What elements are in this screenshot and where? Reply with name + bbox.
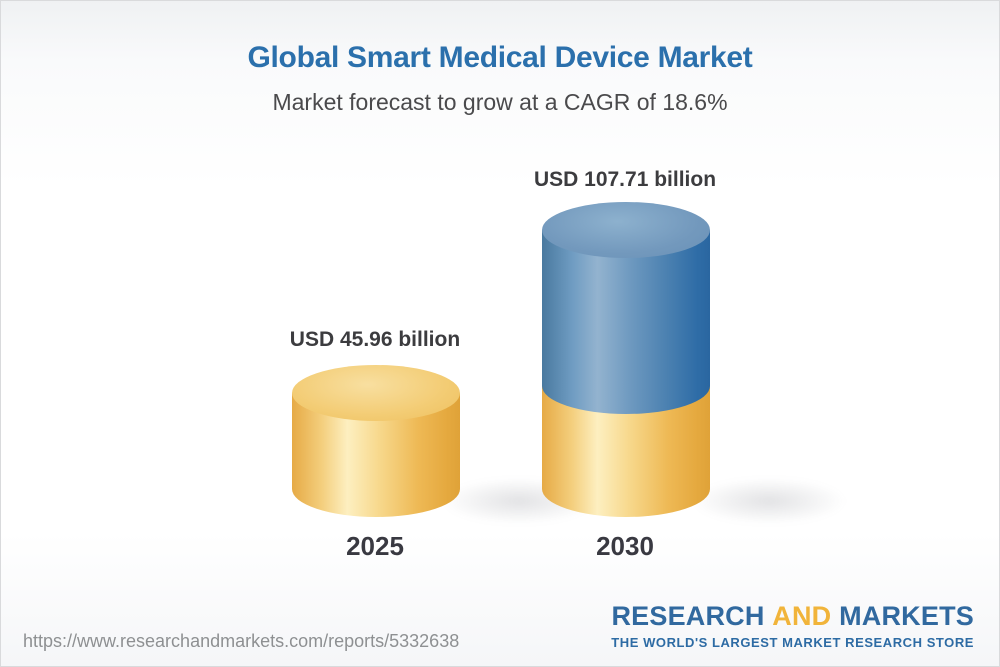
chart-title: Global Smart Medical Device Market [247, 41, 753, 74]
report-url: https://www.researchandmarkets.com/repor… [23, 631, 460, 651]
logo-tagline: THE WORLD'S LARGEST MARKET RESEARCH STOR… [611, 634, 974, 650]
bar-2025-top-ellipse [292, 365, 460, 421]
bar-2030-shadow [689, 477, 849, 525]
research-and-markets-logo: RESEARCH AND MARKETS THE WORLD'S LARGEST… [611, 601, 974, 650]
value-label-2030: USD 107.71 billion [533, 168, 717, 191]
logo-wordmark: RESEARCH AND MARKETS [611, 601, 974, 632]
axis-label-2025: 2025 [346, 531, 404, 561]
bar-2030-top-ellipse [542, 202, 710, 258]
logo-word-and: AND [772, 601, 832, 631]
logo-word-markets: MARKETS [839, 601, 974, 631]
logo-word-research: RESEARCH [611, 601, 765, 631]
axis-label-2030: 2030 [596, 531, 654, 561]
value-label-2025: USD 45.96 billion [289, 328, 461, 351]
chart-subtitle: Market forecast to grow at a CAGR of 18.… [272, 89, 728, 115]
